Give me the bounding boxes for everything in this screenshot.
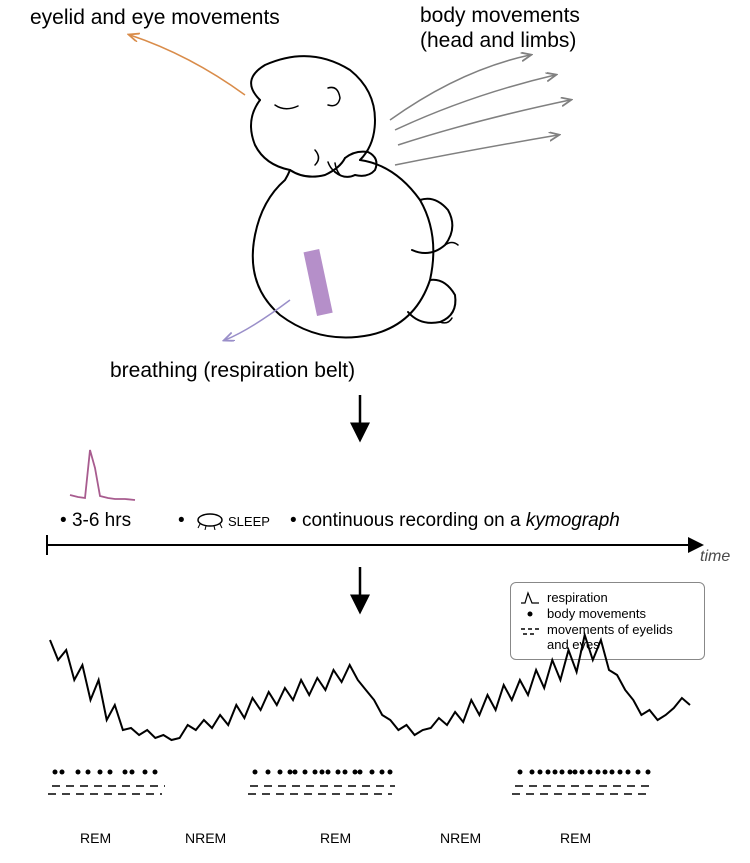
stage-label: REM: [320, 830, 351, 846]
stage-label: REM: [560, 830, 591, 846]
movement-markers: [0, 0, 750, 863]
stage-label: NREM: [440, 830, 481, 846]
stage-label: NREM: [185, 830, 226, 846]
stage-label: REM: [80, 830, 111, 846]
